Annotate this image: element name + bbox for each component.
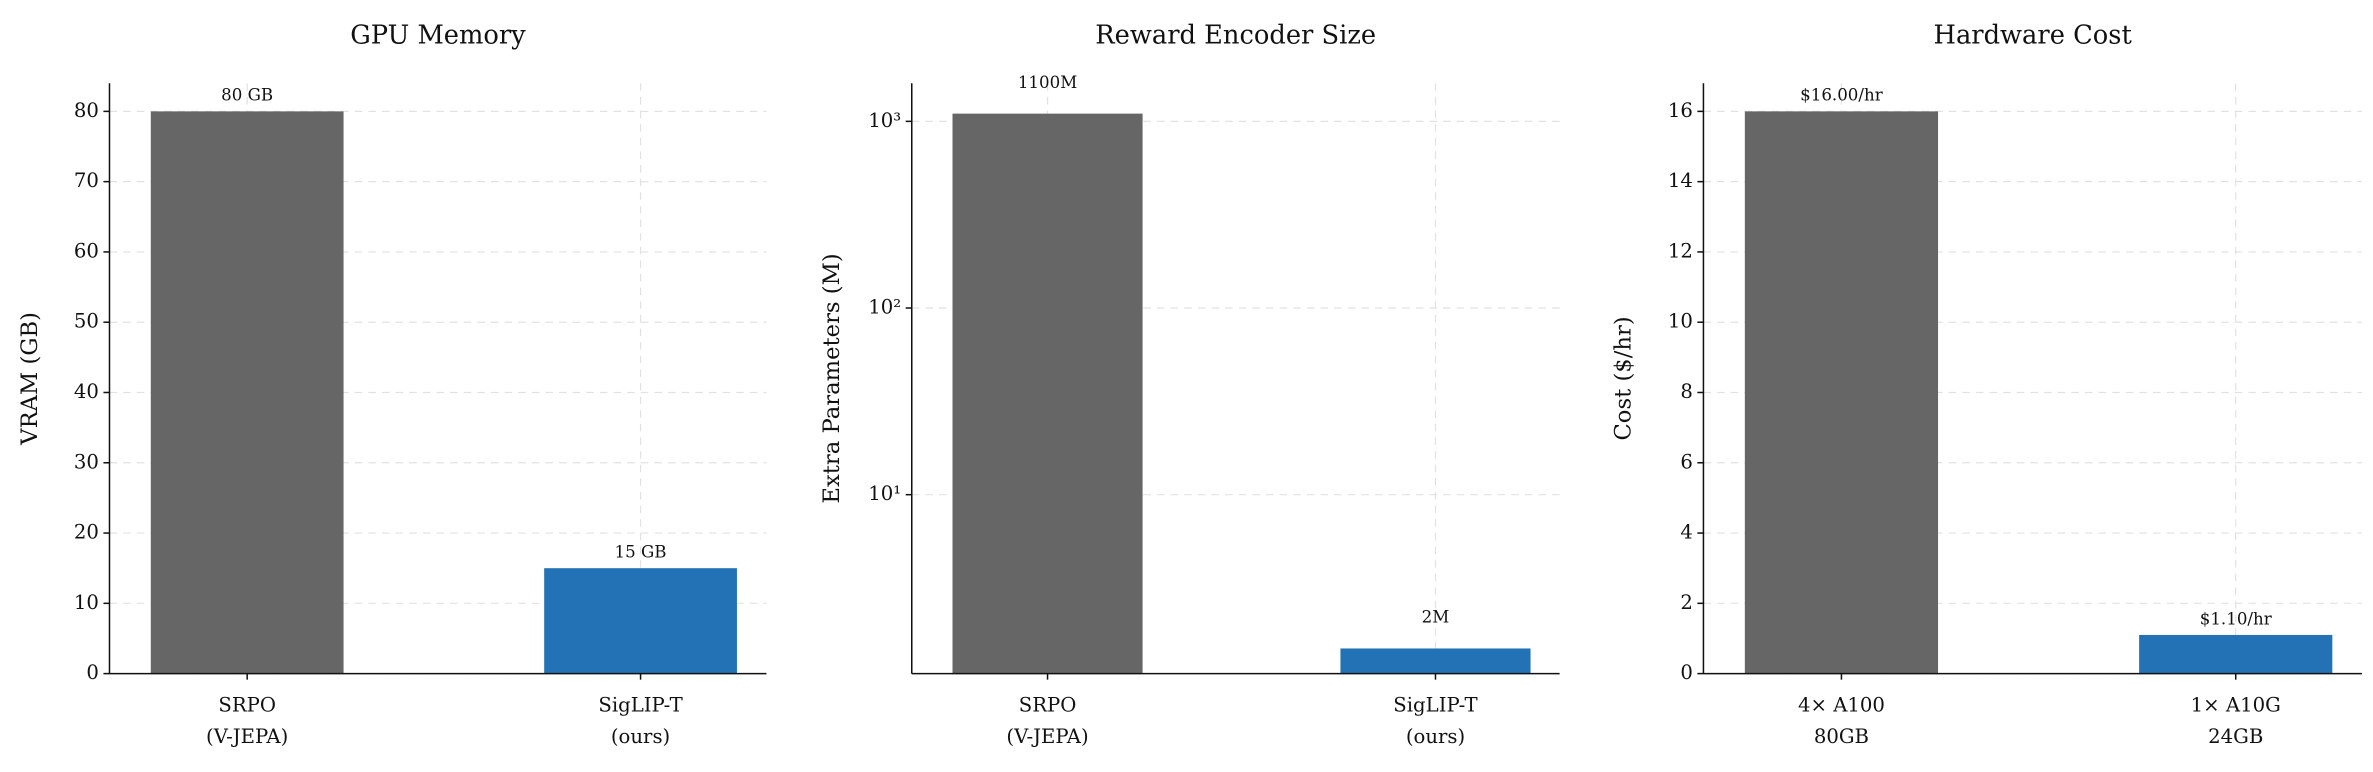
y-tick-label: 10: [74, 591, 99, 614]
y-tick-label: 10²: [868, 296, 901, 319]
bar: [952, 113, 1143, 674]
y-tick-label: 50: [74, 310, 99, 333]
x-tick-label: 4× A100 80GB: [1798, 693, 1885, 748]
value-label: $1.10/hr: [2200, 609, 2272, 628]
x-tick-label: SRPO (V-JEPA): [206, 693, 288, 748]
bar: [544, 568, 737, 674]
y-tick-label: 40: [74, 380, 99, 403]
bar: [2139, 634, 2333, 674]
chart-title: Hardware Cost: [1934, 20, 2133, 50]
y-tick-label: 10³: [868, 109, 901, 132]
y-axis-label: VRAM (GB): [17, 312, 43, 446]
chart-title: Reward Encoder Size: [1095, 20, 1376, 50]
y-tick-label: 0: [86, 661, 99, 684]
bar: [1744, 111, 1939, 674]
y-tick-label: 2: [1680, 591, 1693, 614]
y-tick-label: 4: [1680, 521, 1693, 544]
y-tick-label: 80: [74, 99, 99, 122]
value-label: $16.00/hr: [1800, 86, 1883, 105]
x-tick-label: SigLIP-T (ours): [1393, 693, 1477, 748]
y-tick-label: 20: [74, 521, 99, 544]
y-tick-label: 30: [74, 450, 99, 473]
bar: [150, 111, 344, 674]
y-tick-label: 10¹: [868, 482, 901, 505]
y-tick-label: 10: [1668, 310, 1693, 333]
value-label: 2M: [1422, 608, 1450, 627]
y-tick-label: 70: [74, 169, 99, 192]
x-tick-label: SRPO (V-JEPA): [1006, 693, 1088, 748]
y-axis-label: Cost ($/hr): [1611, 316, 1637, 440]
bar: [1340, 648, 1531, 674]
value-label: 80 GB: [221, 86, 273, 105]
y-axis-label: Extra Parameters (M): [819, 253, 845, 503]
y-tick-label: 0: [1680, 661, 1693, 684]
y-tick-label: 12: [1668, 239, 1693, 262]
chart-title: GPU Memory: [350, 20, 526, 50]
y-tick-label: 60: [74, 239, 99, 262]
y-tick-label: 14: [1668, 169, 1693, 192]
y-tick-label: 8: [1680, 380, 1693, 403]
y-tick-label: 6: [1680, 450, 1693, 473]
value-label: 15 GB: [615, 543, 667, 562]
x-tick-label: SigLIP-T (ours): [598, 693, 682, 748]
y-tick-label: 16: [1668, 99, 1693, 122]
x-tick-label: 1× A10G 24GB: [2191, 693, 2281, 748]
value-label: 1100M: [1018, 73, 1077, 92]
